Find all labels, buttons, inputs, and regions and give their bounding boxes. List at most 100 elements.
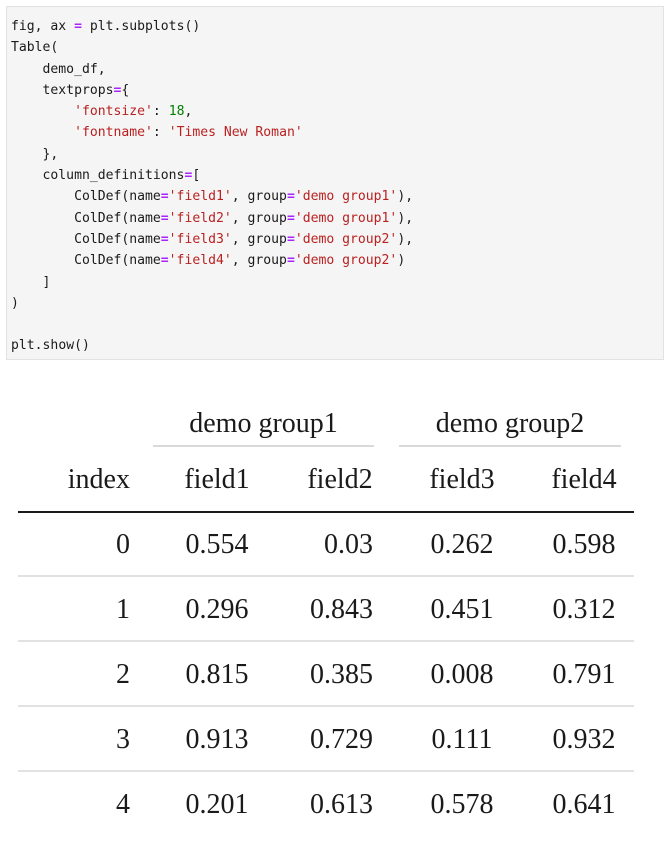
code-token: ] [11, 274, 51, 290]
code-token: = [286, 189, 295, 205]
code-line: demo_df, [11, 59, 663, 80]
row-index-cell: 2 [116, 659, 130, 690]
code-token: plt. [11, 338, 43, 354]
code-line: ColDef(name='field2', group='demo group1… [11, 208, 663, 229]
code-line: 'fontname': 'Times New Roman' [11, 122, 663, 143]
code-line: plt.show() [11, 335, 663, 356]
code-line: ) [11, 293, 663, 314]
code-token [11, 125, 74, 140]
code-token: show [42, 338, 75, 354]
code-token: = [184, 168, 193, 184]
code-token: [ [192, 168, 201, 184]
code-token: ColDef(name [11, 231, 161, 247]
table-cell: 0.729 [310, 724, 373, 755]
code-line [11, 314, 663, 335]
row-index-cell: 1 [116, 594, 130, 625]
code-token: 'demo group2' [294, 253, 398, 269]
table-cell: 0.613 [310, 789, 373, 820]
code-line: column_definitions=[ [11, 165, 663, 186]
code-token: 'field3' [168, 231, 232, 247]
code-token: 'field4' [168, 253, 232, 269]
code-token: , group [231, 253, 287, 269]
code-token: , group [231, 189, 287, 205]
row-index-cell: 4 [116, 789, 130, 820]
code-token: = [160, 231, 169, 247]
code-token: 'fontname' [74, 125, 153, 141]
code-line: 'fontsize': 18, [11, 101, 663, 122]
code-token: 'demo group2' [294, 231, 398, 247]
code-token: : [152, 104, 169, 120]
code-token: }, [11, 146, 59, 162]
code-token: , [184, 104, 193, 120]
code-line: ColDef(name='field1', group='demo group1… [11, 186, 663, 207]
code-body: fig, ax = plt.subplots() Table( demo_df, … [11, 16, 663, 357]
code-line: fig, ax = plt.subplots() [11, 16, 663, 37]
column-header-field1: field1 [184, 464, 249, 495]
row-index-cell: 0 [116, 529, 130, 560]
table-cell: 0.262 [431, 529, 494, 560]
table-cell: 0.03 [324, 529, 373, 560]
code-line: ColDef(name='field4', group='demo group2… [11, 250, 663, 271]
table-cell: 0.843 [310, 594, 373, 625]
table-cell: 0.296 [186, 594, 249, 625]
code-token: ) [397, 253, 406, 269]
code-token: , group [231, 210, 287, 226]
code-token: demo_df, [11, 61, 106, 77]
code-token: : [152, 125, 169, 141]
table-cell: 0.913 [186, 724, 249, 755]
code-token: plt.subplots() [81, 19, 201, 34]
column-header-field2: field2 [307, 464, 372, 495]
code-token: column_definitions [11, 168, 185, 184]
code-token: ), [397, 210, 414, 226]
code-token: 'demo group1' [294, 210, 398, 226]
code-line: Table( [11, 37, 663, 58]
code-token [11, 104, 74, 119]
table-cell: 0.641 [553, 789, 616, 820]
code-cell[interactable]: fig, ax = plt.subplots() Table( demo_df, … [6, 6, 664, 360]
table-cell: 0.791 [553, 659, 616, 690]
table-figure: demo group1 demo group2 index field1 field2 f… [0, 360, 665, 839]
code-token: () [74, 338, 90, 354]
code-token: = [113, 82, 122, 98]
column-header-field3: field3 [429, 464, 494, 495]
table-cell: 0.578 [431, 789, 494, 820]
code-token: = [74, 19, 82, 34]
index-column-header: index [68, 464, 130, 495]
column-header-field4: field4 [551, 464, 616, 495]
code-token: 'fontsize' [74, 104, 153, 120]
code-token: ), [397, 189, 414, 205]
code-token: 'Times New Roman' [168, 125, 303, 141]
code-token: 'field2' [168, 210, 232, 226]
group-header-label: demo group2 [436, 408, 585, 439]
code-token: ) [11, 295, 19, 311]
code-token: = [160, 189, 169, 205]
table-cell: 0.008 [431, 659, 494, 690]
code-token: fig, ax [11, 19, 75, 34]
table-cell: 0.111 [432, 724, 493, 755]
table-cell: 0.451 [431, 594, 494, 625]
row-index-cell: 3 [116, 724, 130, 755]
table-cell: 0.815 [186, 659, 249, 690]
table-cell: 0.201 [186, 789, 249, 820]
code-token: 18 [168, 104, 185, 120]
table-cell: 0.554 [186, 529, 249, 560]
code-line: }, [11, 144, 663, 165]
code-line: ColDef(name='field3', group='demo group2… [11, 229, 663, 250]
code-line: textprops={ [11, 80, 663, 101]
code-token: = [286, 231, 295, 247]
table-cell: 0.598 [553, 529, 616, 560]
code-token: = [286, 253, 295, 269]
table-svg: demo group1 demo group2 index field1 field2 f… [18, 408, 634, 820]
code-token: = [160, 253, 169, 269]
table-cell: 0.385 [310, 659, 373, 690]
code-token: , group [231, 231, 287, 247]
code-token: = [160, 210, 169, 226]
code-token: Table( [11, 40, 59, 56]
code-token: 'demo group1' [294, 189, 398, 205]
table-cell: 0.932 [553, 724, 616, 755]
code-token: = [286, 210, 295, 226]
code-token: ColDef(name [11, 189, 161, 205]
table-cell: 0.312 [553, 594, 616, 625]
code-line: ] [11, 272, 663, 293]
code-token: { [121, 82, 130, 98]
